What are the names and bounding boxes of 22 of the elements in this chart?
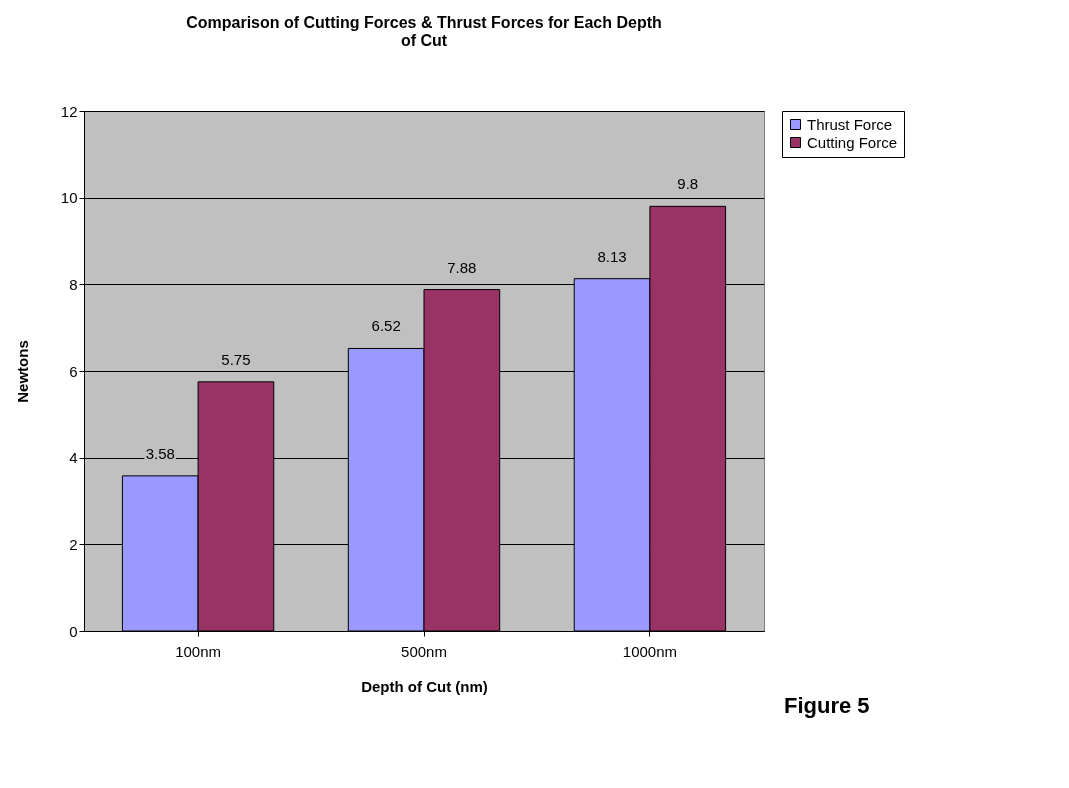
data-label: 5.75 bbox=[221, 350, 251, 368]
y-tick-label: 8 bbox=[69, 275, 78, 293]
data-label: 8.13 bbox=[597, 247, 627, 265]
x-axis-title: Depth of Cut (nm) bbox=[361, 677, 488, 695]
y-tick-label: 12 bbox=[60, 102, 78, 120]
legend-label: Cutting Force bbox=[807, 133, 898, 151]
y-tick-label: 4 bbox=[69, 449, 78, 467]
x-tick-label: 100nm bbox=[175, 642, 222, 660]
x-tick-label: 500nm bbox=[401, 642, 447, 660]
caption: Figure 5 bbox=[784, 693, 870, 718]
data-label: 6.52 bbox=[371, 317, 401, 335]
y-axis-title: Newtons bbox=[13, 340, 31, 403]
legend-label: Thrust Force bbox=[807, 115, 893, 133]
y-tick-label: 10 bbox=[60, 189, 78, 207]
y-tick-label: 6 bbox=[69, 362, 78, 380]
data-label: 7.88 bbox=[447, 258, 477, 276]
data-label: 9.8 bbox=[677, 175, 699, 193]
chart-title: Comparison of Cutting Forces & Thrust Forces for Each Depth of Cut bbox=[186, 14, 662, 49]
x-tick-label: 1000nm bbox=[622, 642, 678, 660]
data-label: 3.58 bbox=[145, 444, 175, 462]
y-tick-label: 2 bbox=[69, 535, 78, 553]
y-tick-label: 0 bbox=[69, 622, 78, 640]
